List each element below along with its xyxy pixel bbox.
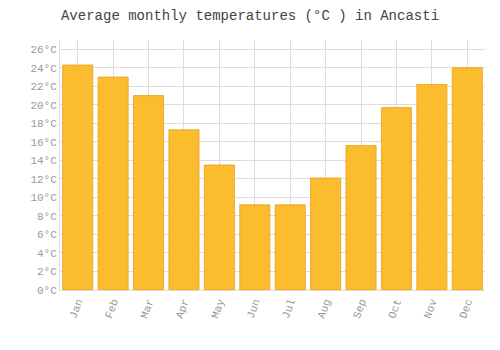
svg-text:Jul: Jul [280, 298, 298, 321]
svg-text:Oct: Oct [386, 298, 404, 321]
svg-text:0°C: 0°C [37, 285, 57, 297]
svg-text:20°C: 20°C [30, 100, 57, 112]
svg-text:14°C: 14°C [30, 155, 57, 167]
svg-text:6°C: 6°C [37, 229, 57, 241]
svg-text:26°C: 26°C [30, 44, 57, 56]
svg-text:24°C: 24°C [30, 63, 57, 75]
svg-text:Jan: Jan [68, 298, 86, 321]
svg-text:Feb: Feb [103, 298, 121, 321]
svg-text:12°C: 12°C [30, 174, 57, 186]
svg-text:2°C: 2°C [37, 266, 57, 278]
svg-text:Dec: Dec [457, 298, 475, 321]
svg-text:Average monthly temperatures (: Average monthly temperatures (°C ) in An… [61, 8, 439, 24]
svg-text:18°C: 18°C [30, 118, 57, 130]
svg-text:8°C: 8°C [37, 211, 57, 223]
svg-text:4°C: 4°C [37, 248, 57, 260]
svg-text:16°C: 16°C [30, 137, 57, 149]
svg-text:22°C: 22°C [30, 81, 57, 93]
svg-text:May: May [209, 297, 227, 320]
svg-text:Aug: Aug [316, 298, 334, 321]
svg-text:Sep: Sep [351, 298, 369, 321]
svg-text:Nov: Nov [422, 297, 440, 320]
svg-text:10°C: 10°C [30, 192, 57, 204]
svg-text:Jun: Jun [245, 298, 263, 321]
svg-text:Apr: Apr [174, 298, 192, 321]
svg-text:Mar: Mar [138, 298, 156, 321]
